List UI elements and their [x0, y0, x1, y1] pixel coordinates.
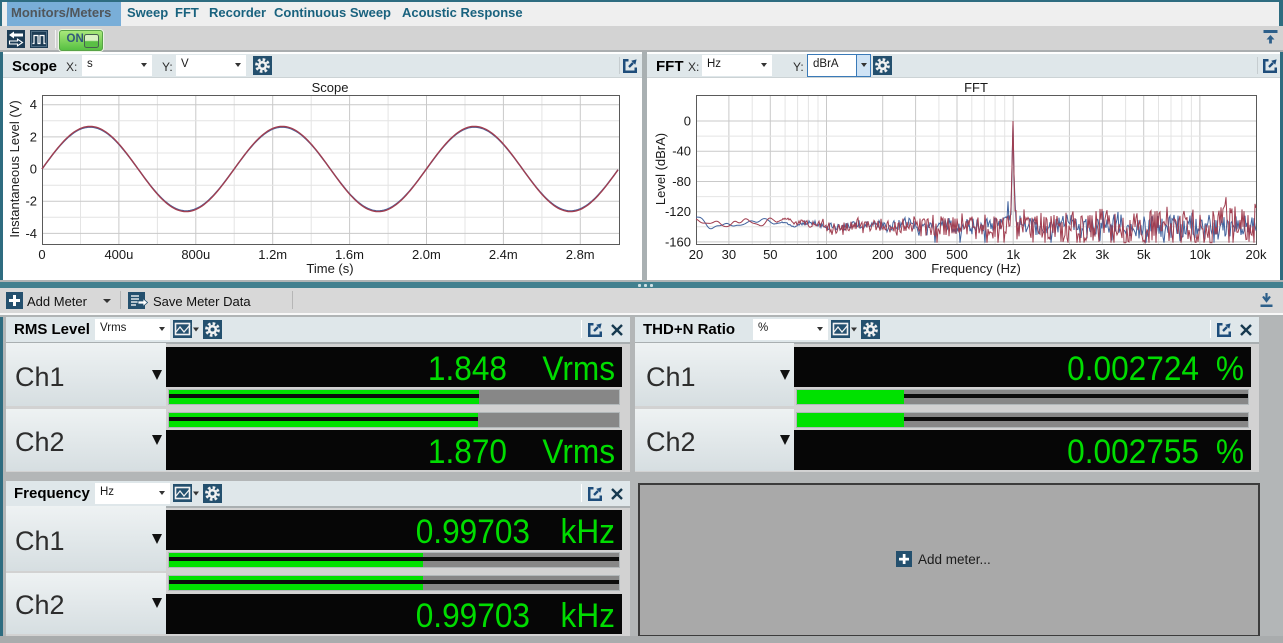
svg-text:2k: 2k	[1063, 247, 1077, 262]
svg-text:Level (dBrA): Level (dBrA)	[653, 133, 668, 205]
svg-text:-120: -120	[665, 204, 691, 219]
svg-text:1.2m: 1.2m	[258, 247, 287, 262]
svg-text:30: 30	[722, 247, 736, 262]
svg-text:Frequency (Hz): Frequency (Hz)	[931, 261, 1021, 276]
svg-text:-40: -40	[672, 144, 691, 159]
svg-text:-4: -4	[25, 226, 37, 241]
svg-text:4: 4	[30, 97, 37, 112]
svg-text:1.6m: 1.6m	[335, 247, 364, 262]
svg-text:800u: 800u	[181, 247, 210, 262]
svg-text:Instantaneous Level (V): Instantaneous Level (V)	[7, 100, 22, 237]
svg-text:2.8m: 2.8m	[566, 247, 595, 262]
svg-text:2: 2	[30, 129, 37, 144]
svg-text:-160: -160	[665, 235, 691, 250]
svg-text:300: 300	[905, 247, 927, 262]
svg-text:0: 0	[30, 162, 37, 177]
svg-text:-80: -80	[672, 174, 691, 189]
svg-text:Scope: Scope	[312, 80, 349, 95]
svg-text:200: 200	[872, 247, 894, 262]
svg-text:2.0m: 2.0m	[412, 247, 441, 262]
svg-text:50: 50	[763, 247, 777, 262]
svg-text:0: 0	[38, 247, 45, 262]
svg-text:0: 0	[684, 114, 691, 129]
svg-text:FFT: FFT	[964, 80, 988, 95]
svg-text:-2: -2	[25, 194, 37, 209]
svg-text:500: 500	[946, 247, 968, 262]
svg-text:2.4m: 2.4m	[489, 247, 518, 262]
svg-text:20: 20	[689, 247, 703, 262]
svg-text:400u: 400u	[104, 247, 133, 262]
svg-text:20k: 20k	[1246, 247, 1267, 262]
svg-text:1k: 1k	[1006, 247, 1020, 262]
svg-text:10k: 10k	[1190, 247, 1211, 262]
svg-text:100: 100	[816, 247, 838, 262]
svg-text:5k: 5k	[1137, 247, 1151, 262]
svg-text:Time (s): Time (s)	[306, 261, 353, 276]
svg-text:3k: 3k	[1095, 247, 1109, 262]
